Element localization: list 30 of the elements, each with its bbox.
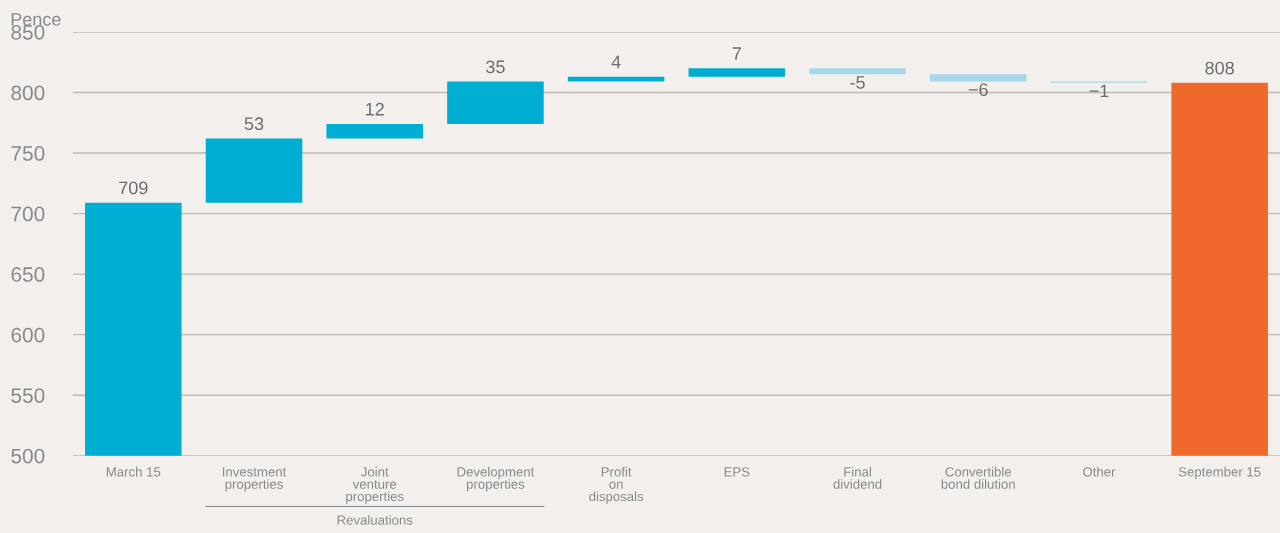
data-label: 4 (611, 55, 621, 69)
data-label: −6 (968, 83, 988, 97)
x-tick-label: Convertible bond dilution (941, 466, 1015, 489)
x-tick-label: Final dividend (833, 466, 882, 489)
y-tick-label: 700 (11, 206, 45, 222)
x-tick-label: EPS (724, 467, 750, 477)
x-tick-label: Development properties (457, 466, 535, 492)
y-axis-title: Pence (11, 13, 61, 26)
data-label: -5 (850, 76, 865, 89)
data-label: 53 (244, 117, 264, 131)
data-label: −1 (1089, 84, 1109, 98)
x-tick-label: Investment properties (222, 467, 287, 492)
y-tick-label: 800 (11, 85, 45, 101)
data-label: 709 (119, 181, 148, 195)
x-tick-label: March 15 (106, 466, 161, 477)
data-label: 7 (732, 47, 741, 60)
y-tick-label: 850 (11, 24, 45, 40)
x-tick-label: Other (1083, 466, 1116, 477)
y-tick-label: 750 (11, 146, 45, 161)
x-tick-label: September 15 (1178, 466, 1261, 480)
data-label: 808 (1205, 61, 1234, 75)
y-tick-label: 500 (11, 448, 45, 464)
x-tick-label: Profit on disposals (589, 466, 644, 504)
y-tick-label: 550 (11, 388, 45, 403)
x-tick-label: Joint venture properties (346, 466, 404, 504)
y-tick-label: 600 (11, 327, 45, 343)
text: Revaluations (337, 515, 413, 525)
data-label: 12 (366, 102, 384, 116)
y-tick-label: 650 (11, 267, 45, 282)
data-label: 35 (486, 60, 505, 74)
